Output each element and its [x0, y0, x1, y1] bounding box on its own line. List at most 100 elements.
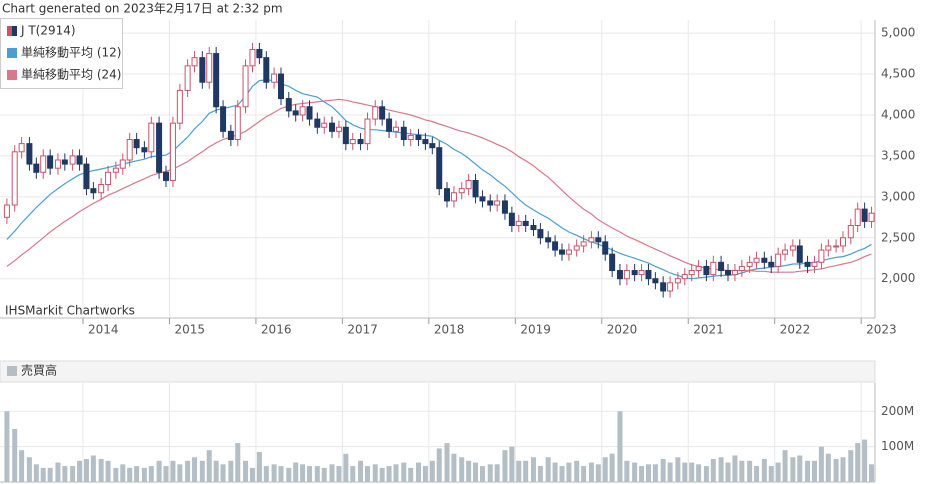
- volume-bar: [83, 459, 89, 482]
- volume-bar: [300, 464, 306, 482]
- y-tick-label: 5,000: [881, 26, 915, 40]
- legend-swatch: [12, 26, 17, 36]
- volume-bar: [286, 467, 292, 482]
- candle-body: [818, 249, 825, 263]
- volume-bar: [444, 443, 450, 482]
- volume-bar: [358, 460, 364, 482]
- volume-bar: [588, 462, 594, 482]
- candle-body: [292, 110, 299, 116]
- candle-body: [595, 237, 602, 243]
- candle-body: [623, 270, 630, 280]
- volume-bar: [185, 460, 191, 482]
- candle-body: [184, 65, 191, 91]
- volume-bar: [537, 466, 543, 482]
- volume-bar: [263, 466, 269, 482]
- candle-body: [703, 265, 710, 276]
- candle-body: [530, 224, 537, 231]
- candle-body: [285, 98, 292, 112]
- candle-body: [199, 57, 206, 83]
- volume-bar: [77, 460, 83, 482]
- volume-bar: [401, 462, 407, 482]
- candle-body: [26, 143, 33, 165]
- candle-body: [667, 282, 674, 292]
- x-tick-label: 2016: [261, 323, 292, 337]
- volume-bar: [393, 464, 399, 482]
- candle-body: [811, 261, 818, 267]
- candle-body: [349, 139, 356, 145]
- volume-bar: [364, 466, 370, 482]
- volume-bar: [372, 464, 378, 482]
- volume-bar: [652, 464, 658, 482]
- volume-bar: [487, 464, 493, 482]
- volume-bar: [768, 466, 774, 482]
- volume-bar: [732, 455, 738, 482]
- x-tick-label: 2018: [434, 323, 465, 337]
- volume-bar: [675, 457, 681, 482]
- volume-bar: [70, 466, 76, 482]
- candle-body: [321, 122, 328, 128]
- candle-body: [825, 245, 832, 251]
- volume-bar: [293, 462, 299, 482]
- candle-body: [688, 270, 695, 276]
- y-tick-label: 2,000: [881, 271, 915, 285]
- candle-body: [465, 179, 472, 190]
- candle-body: [479, 196, 486, 202]
- volume-bar: [718, 457, 724, 482]
- candle-body: [249, 48, 256, 67]
- candle-body: [804, 261, 811, 267]
- volume-bar: [113, 467, 119, 482]
- volume-bar: [127, 467, 133, 482]
- volume-bar: [790, 457, 796, 482]
- volume-bar: [105, 460, 111, 482]
- candle-body: [718, 261, 725, 272]
- candle-body: [472, 179, 479, 198]
- volume-bar: [696, 464, 702, 482]
- candle-body: [602, 241, 609, 255]
- candle-body: [450, 192, 457, 202]
- candle-body: [537, 229, 544, 239]
- volume-bar: [307, 466, 313, 482]
- volume-bar: [848, 450, 854, 482]
- candle-body: [573, 245, 580, 251]
- candle-body: [552, 241, 559, 251]
- candle-body: [372, 106, 379, 120]
- volume-bar: [710, 459, 716, 482]
- volume-bar: [235, 443, 241, 482]
- candle-body: [256, 48, 263, 59]
- volume-bar: [689, 462, 695, 482]
- candle-body: [61, 159, 68, 165]
- candle-body: [775, 253, 782, 267]
- volume-bar: [321, 467, 327, 482]
- candle-body: [299, 106, 306, 116]
- volume-bar: [667, 462, 673, 482]
- candle-body: [616, 270, 623, 280]
- volume-bar: [725, 462, 731, 482]
- candle-body: [501, 200, 508, 214]
- candle-body: [789, 245, 796, 251]
- volume-bar: [134, 466, 140, 482]
- candle-body: [278, 73, 285, 100]
- volume-bar: [199, 460, 205, 482]
- candle-body: [738, 265, 745, 272]
- x-tick-label: 2019: [520, 323, 551, 337]
- volume-bar: [747, 460, 753, 482]
- candle-body: [436, 147, 443, 190]
- volume-bar: [797, 455, 803, 482]
- volume-bar: [4, 411, 10, 482]
- volume-bar: [523, 460, 529, 482]
- volume-bar: [33, 464, 39, 482]
- y-tick-label: 100M: [881, 439, 914, 453]
- candle-body: [119, 159, 126, 169]
- volume-bar: [386, 466, 392, 482]
- volume-bar: [466, 460, 472, 482]
- volume-bar: [90, 455, 96, 482]
- candle-body: [580, 241, 587, 247]
- candle-body: [753, 257, 760, 263]
- volume-bar: [645, 464, 651, 482]
- candle-body: [407, 134, 414, 141]
- candle-body: [191, 57, 198, 67]
- volume-bar: [243, 460, 249, 482]
- candle-body: [796, 245, 803, 263]
- volume-bar: [566, 462, 572, 482]
